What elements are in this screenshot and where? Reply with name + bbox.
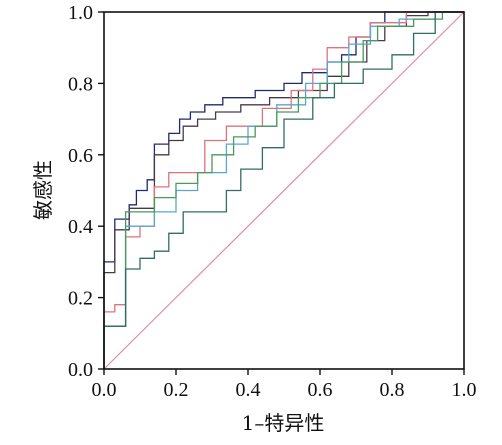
y-tick-label: 0.0 [68, 359, 93, 381]
x-axis-title: 1–特异性 [242, 411, 325, 435]
x-tick-label: 0.4 [236, 379, 261, 401]
y-tick-label: 0.6 [68, 145, 93, 167]
roc-curve-6 [103, 11, 464, 369]
plot-area [103, 11, 465, 370]
roc-curve-1 [103, 11, 464, 369]
axes: 0.0 0.2 0.4 0.6 0.8 1.0 0.0 0.2 0.4 0.6 0.8 1.0 [68, 2, 477, 401]
x-tick-label: 0.2 [164, 379, 189, 401]
x-tick-label: 0.0 [92, 379, 117, 401]
y-tick-label: 0.4 [68, 216, 93, 238]
plot-frame [103, 11, 465, 370]
roc-curve-2 [103, 11, 464, 369]
y-tick-label: 0.8 [68, 73, 93, 95]
y-axis-title: 敏感性 [31, 160, 55, 220]
x-tick-label: 0.6 [308, 379, 333, 401]
roc-curve-5 [103, 11, 464, 369]
y-tick-label: 1.0 [68, 2, 93, 24]
y-tick-label: 0.2 [68, 288, 93, 310]
x-tick-label: 0.8 [380, 379, 405, 401]
x-tick-label: 1.0 [452, 379, 477, 401]
reference-diagonal-line [103, 11, 465, 370]
